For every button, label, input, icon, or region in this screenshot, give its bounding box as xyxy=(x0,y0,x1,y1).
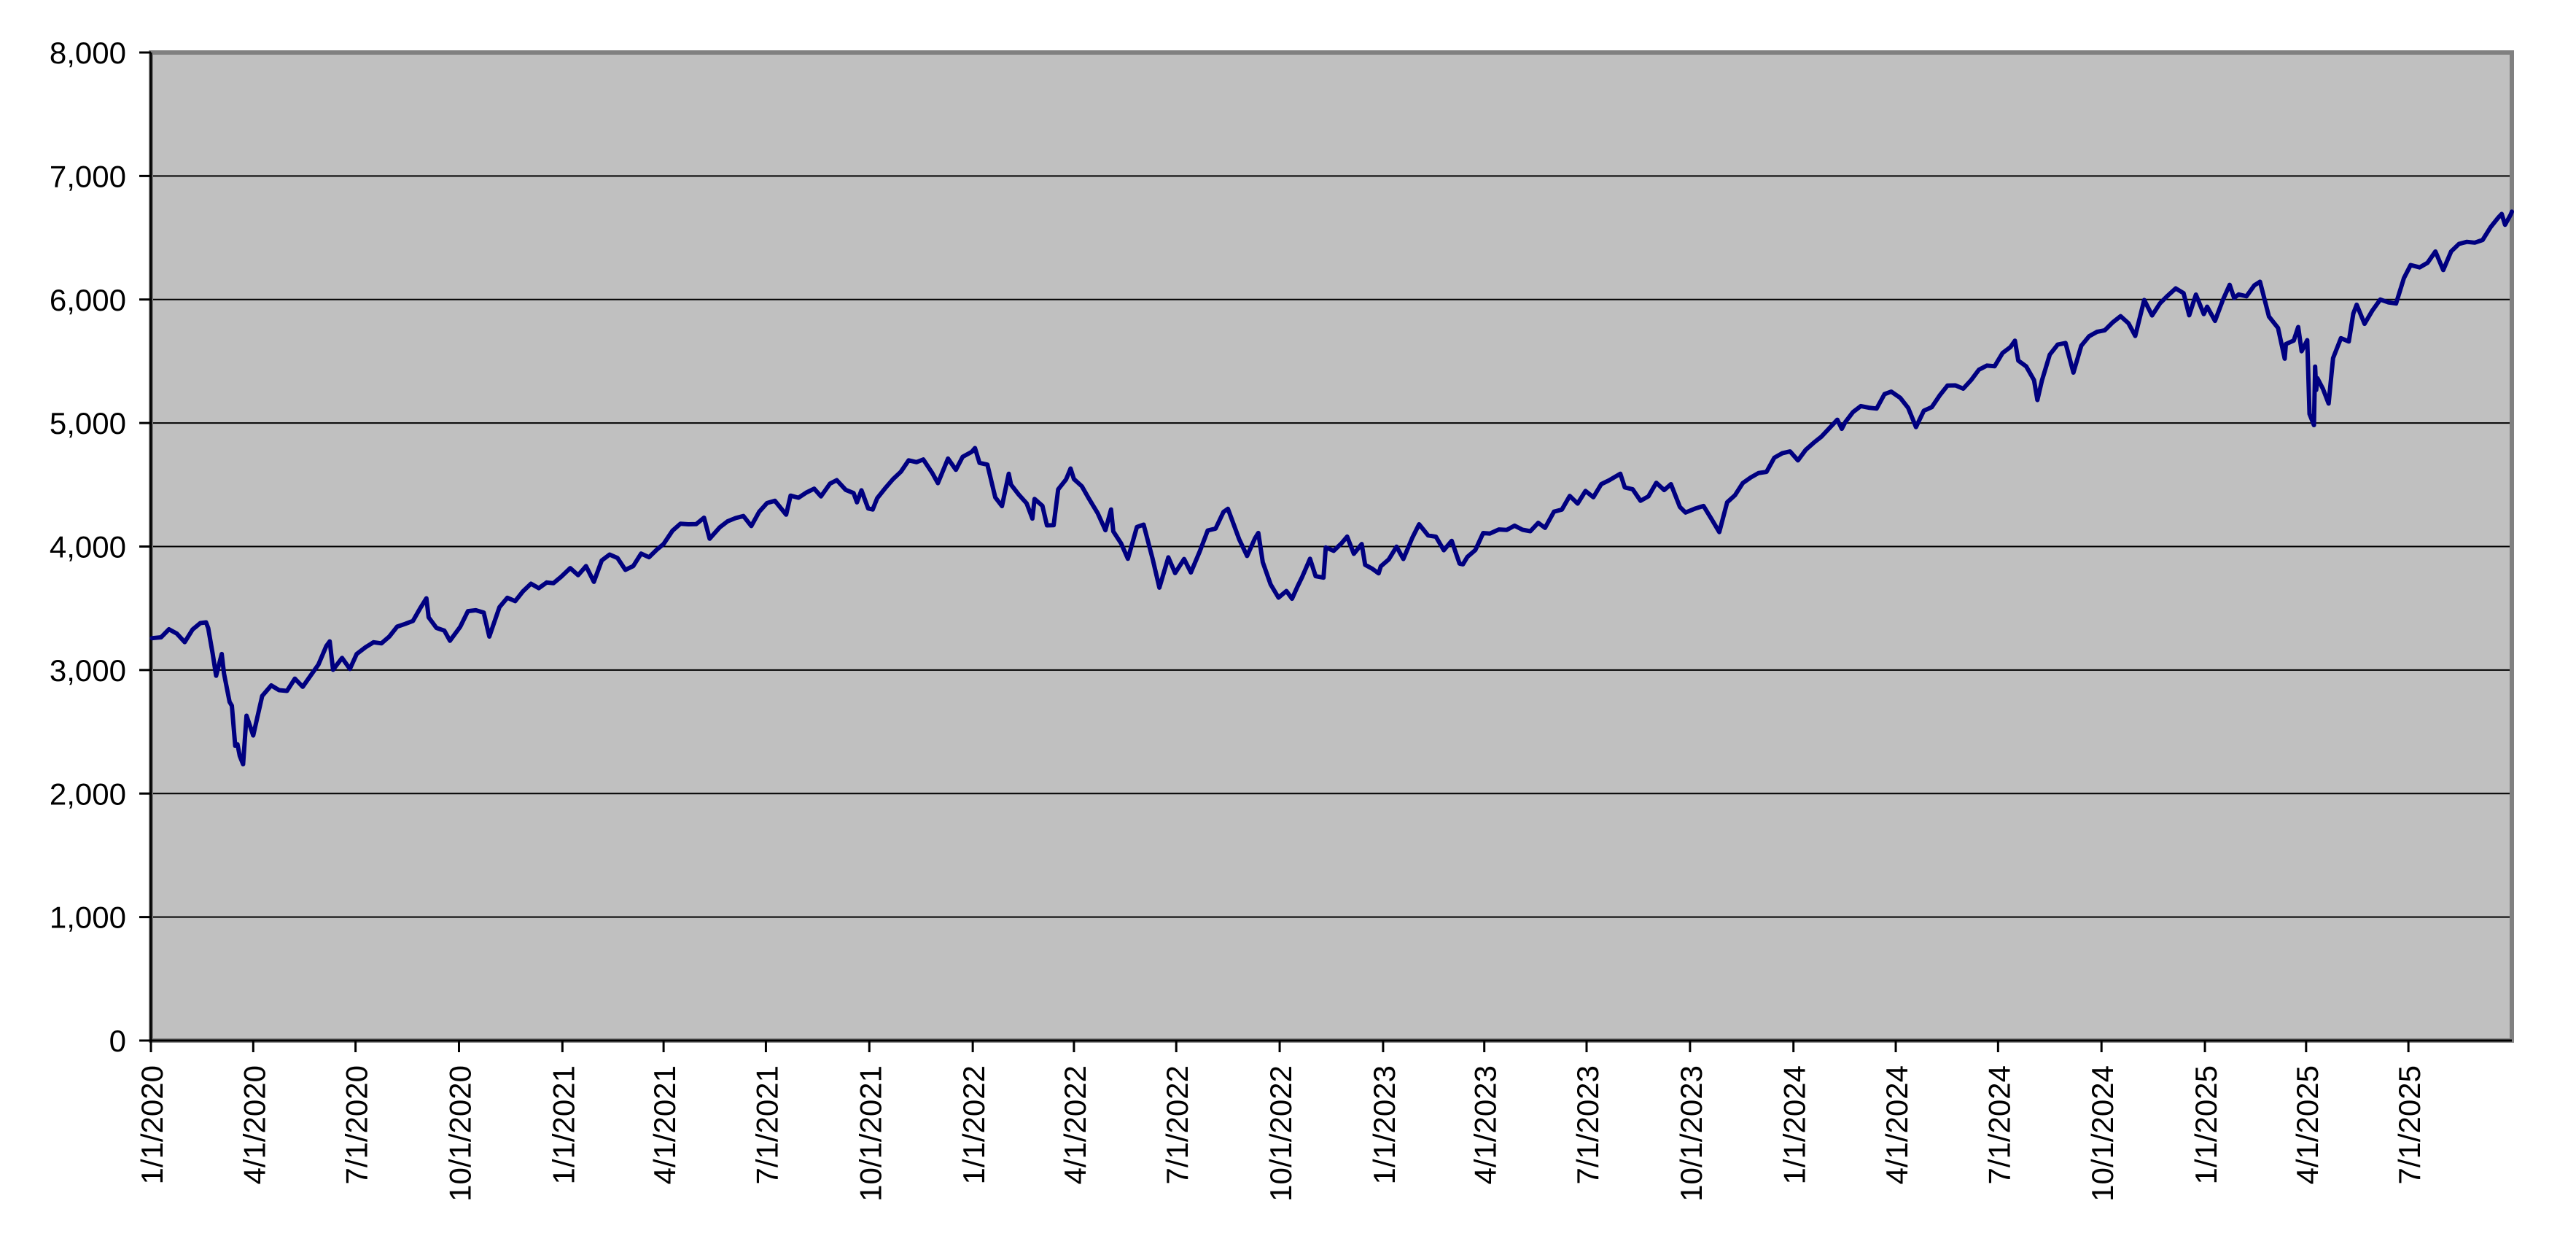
y-axis-label-1000: 1,000 xyxy=(50,901,126,935)
y-axis-label-4000: 4,000 xyxy=(50,530,126,564)
x-axis-label-4/1/2023: 4/1/2023 xyxy=(1468,1065,1503,1185)
x-axis-label-7/1/2023: 7/1/2023 xyxy=(1571,1065,1605,1185)
x-axis-label-7/1/2020: 7/1/2020 xyxy=(340,1065,374,1185)
x-axis-label-4/1/2021: 4/1/2021 xyxy=(647,1065,682,1185)
x-axis-label-4/1/2020: 4/1/2020 xyxy=(237,1065,271,1185)
x-axis-label-10/1/2023: 10/1/2023 xyxy=(1674,1065,1708,1202)
x-axis-label-7/1/2021: 7/1/2021 xyxy=(750,1065,784,1185)
x-axis-label-10/1/2024: 10/1/2024 xyxy=(2085,1065,2120,1202)
y-axis-label-0: 0 xyxy=(109,1024,126,1058)
y-axis-label-3000: 3,000 xyxy=(50,653,126,688)
x-axis-label-1/1/2023: 1/1/2023 xyxy=(1367,1065,1401,1185)
x-axis-label-1/1/2024: 1/1/2024 xyxy=(1778,1065,1812,1185)
x-axis-label-10/1/2021: 10/1/2021 xyxy=(853,1065,887,1202)
y-axis-label-7000: 7,000 xyxy=(50,159,126,193)
x-axis-label-1/1/2020: 1/1/2020 xyxy=(135,1065,169,1185)
x-axis-label-7/1/2025: 7/1/2025 xyxy=(2392,1065,2427,1185)
x-axis-label-10/1/2022: 10/1/2022 xyxy=(1264,1065,1298,1202)
x-axis-label-7/1/2022: 7/1/2022 xyxy=(1160,1065,1194,1185)
y-axis-label-5000: 5,000 xyxy=(50,406,126,440)
y-axis-label-8000: 8,000 xyxy=(50,36,126,70)
x-axis-label-1/1/2025: 1/1/2025 xyxy=(2189,1065,2223,1185)
x-axis-label-1/1/2021: 1/1/2021 xyxy=(546,1065,580,1185)
x-axis-label-4/1/2022: 4/1/2022 xyxy=(1058,1065,1092,1185)
x-axis-label-7/1/2024: 7/1/2024 xyxy=(1982,1065,2016,1185)
x-axis-label-10/1/2020: 10/1/2020 xyxy=(443,1065,477,1202)
x-axis-label-1/1/2022: 1/1/2022 xyxy=(957,1065,991,1185)
y-axis-label-2000: 2,000 xyxy=(50,777,126,811)
x-axis-label-4/1/2024: 4/1/2024 xyxy=(1880,1065,1914,1185)
price-line xyxy=(149,209,2514,767)
y-axis-label-6000: 6,000 xyxy=(50,283,126,317)
x-axis-label-4/1/2025: 4/1/2025 xyxy=(2290,1065,2324,1185)
